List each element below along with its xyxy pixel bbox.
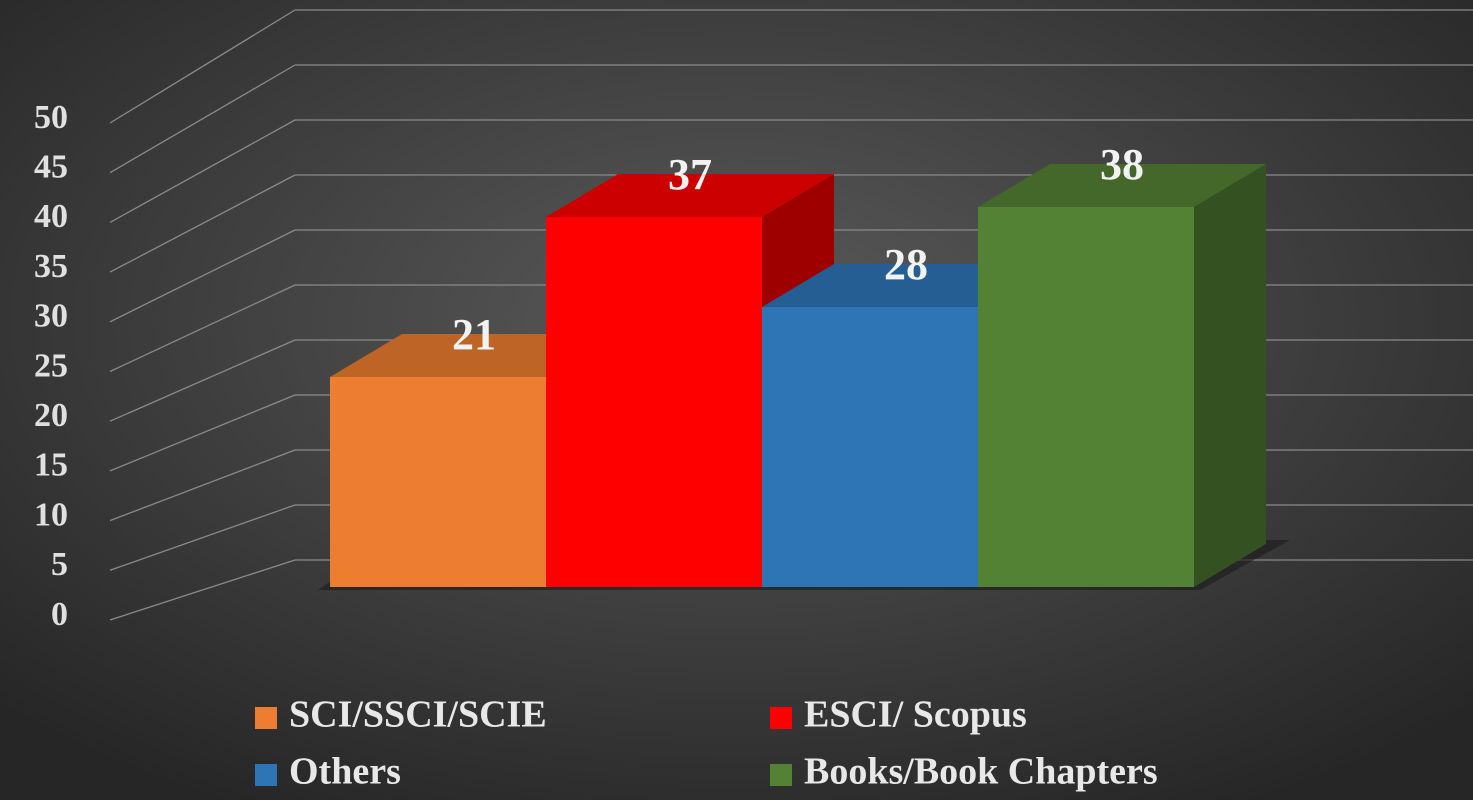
grid-line-diagonal: [109, 229, 296, 323]
bar: [762, 307, 978, 587]
y-tick-label: 35: [34, 248, 68, 285]
bar: [546, 217, 762, 587]
legend-label: SCI/SSCI/SCIE: [289, 694, 547, 736]
grid-line-diagonal: [109, 339, 296, 422]
y-tick-label: 30: [34, 298, 68, 335]
data-label: 21: [452, 310, 496, 359]
legend-label: ESCI/ Scopus: [804, 694, 1027, 736]
y-tick-label: 0: [51, 596, 68, 633]
grid-line-diagonal: [109, 394, 296, 472]
bar-top: [546, 174, 834, 217]
legend-label: Others: [289, 751, 401, 793]
y-tick-label: 25: [34, 347, 68, 384]
y-tick-label: 50: [34, 99, 68, 136]
data-label: 38: [1100, 140, 1144, 189]
legend-swatch: [255, 764, 277, 786]
legend-swatch: [770, 707, 792, 729]
legend-label: Books/Book Chapters: [804, 751, 1158, 793]
y-tick-label: 45: [34, 148, 68, 185]
y-tick-label: 20: [34, 397, 68, 434]
grid-line-diagonal: [109, 64, 296, 174]
grid-line-diagonal: [109, 174, 296, 273]
legend-swatch: [770, 764, 792, 786]
grid-line-diagonal: [109, 559, 296, 621]
bar: [330, 377, 546, 587]
grid-line-diagonal: [109, 119, 296, 223]
data-label: 37: [668, 150, 712, 199]
legend-swatch: [255, 707, 277, 729]
y-tick-label: 15: [34, 447, 68, 484]
grid-line-diagonal: [109, 9, 296, 124]
y-tick-label: 5: [51, 546, 68, 583]
data-label: 28: [884, 240, 928, 289]
bar: [978, 207, 1194, 587]
grid-line-diagonal: [109, 504, 296, 571]
y-tick-label: 40: [34, 198, 68, 235]
bar-top: [978, 164, 1266, 207]
bar-side: [1194, 164, 1266, 587]
grid-line-diagonal: [109, 449, 296, 522]
grid-line-diagonal: [109, 284, 296, 373]
y-tick-label: 10: [34, 496, 68, 533]
